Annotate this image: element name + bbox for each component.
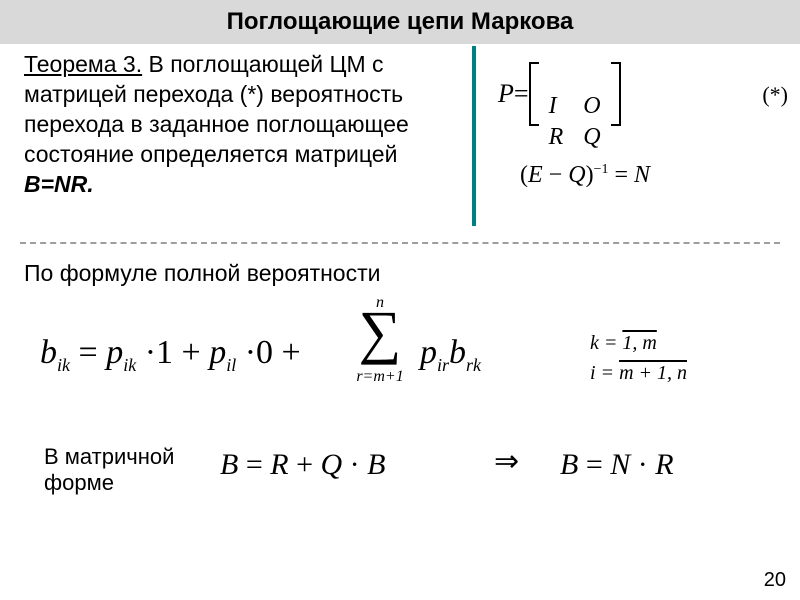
- equation-star: (*): [762, 82, 788, 108]
- horizontal-dashed-divider: [20, 242, 780, 244]
- inverse-equation: (E − Q)−1 = N: [520, 162, 650, 189]
- R2: R: [655, 448, 673, 481]
- zero: 0: [256, 334, 273, 371]
- right-equations: P = I O R Q (*) (E − Q)−1 = N: [490, 52, 790, 232]
- matrix-cells: I O R Q: [543, 89, 607, 155]
- theorem-label: Теорема 3.: [24, 51, 142, 77]
- sym-b: b: [40, 334, 57, 371]
- vertical-divider: [472, 46, 476, 226]
- bracket-left-icon: [529, 62, 539, 126]
- i-ov: m + 1, n: [619, 362, 687, 384]
- dot3: ·: [342, 448, 367, 481]
- formula-tail: pirbrk: [420, 334, 481, 376]
- sub-ik2: ik: [123, 355, 136, 375]
- main-formula: bik = pik ·1 + pil ·0 + n ∑ r=m+1 pirbrk: [40, 294, 580, 404]
- B1b: B: [367, 448, 385, 481]
- full-probability-label: По формуле полной вероятности: [24, 260, 380, 287]
- dot2: ·: [245, 334, 256, 371]
- p-symbol: P: [498, 79, 514, 109]
- sub-ir: ir: [437, 355, 449, 375]
- k-range: k = 1, m: [590, 328, 790, 358]
- index-ranges: k = 1, m i = m + 1, n: [590, 328, 790, 388]
- eq: =: [70, 334, 106, 371]
- sym-E: E: [528, 162, 543, 188]
- mat-cell-I: I: [549, 93, 564, 120]
- sym-p2: p: [209, 334, 226, 371]
- theorem-result: B=NR.: [24, 171, 94, 197]
- eq2: =: [578, 448, 610, 481]
- page-number: 20: [764, 569, 786, 592]
- sigma-bottom: r=m+1: [336, 368, 424, 386]
- one: 1: [156, 334, 173, 371]
- slide-title-bar: Поглощающие цепи Маркова: [0, 0, 800, 44]
- plus3: +: [289, 448, 321, 481]
- rparen: ): [586, 162, 594, 188]
- R1: R: [270, 448, 288, 481]
- formula-main: bik = pik ·1 + pil ·0 +: [40, 334, 301, 376]
- dot4: ·: [630, 448, 655, 481]
- dot1: ·: [145, 334, 156, 371]
- B2: B: [560, 448, 578, 481]
- k-ov: 1, m: [622, 332, 656, 354]
- i-pre: i =: [590, 362, 619, 384]
- mat-cell-R: R: [549, 124, 564, 151]
- mat-cell-O: O: [583, 93, 600, 120]
- implies-arrow-icon: ⇒: [494, 444, 519, 479]
- theorem-text: Теорема 3. В поглощающей ЦМ с матрицей п…: [24, 50, 464, 199]
- sym-b2: b: [449, 334, 466, 371]
- sym-p3: p: [420, 334, 437, 371]
- matrix-equation-1: B = R + Q · B: [220, 448, 386, 482]
- i-range: i = m + 1, n: [590, 358, 790, 388]
- Q1: Q: [321, 448, 343, 481]
- matrix-form-label: В матричной форме: [24, 444, 204, 496]
- sym-p1: p: [106, 334, 123, 371]
- matrix-equation-2: B = N · R: [560, 448, 674, 482]
- k-pre: k =: [590, 332, 622, 354]
- eq1: =: [238, 448, 270, 481]
- sym-N: N: [634, 162, 650, 188]
- minus: −: [543, 162, 569, 188]
- bracket-right-icon: [611, 62, 621, 126]
- p-matrix-equation: P = I O R Q: [498, 62, 621, 126]
- plus1: +: [173, 334, 209, 371]
- eq-sign: =: [514, 79, 529, 109]
- sub-il: il: [226, 355, 236, 375]
- sub-rk: rk: [466, 355, 481, 375]
- slide-content: Теорема 3. В поглощающей ЦМ с матрицей п…: [0, 44, 800, 600]
- sym-Q: Q: [568, 162, 585, 188]
- sigma-icon: ∑: [350, 302, 410, 362]
- sup-neg1: −1: [594, 162, 609, 177]
- mat-cell-Q: Q: [583, 124, 600, 151]
- plus2: +: [273, 334, 301, 371]
- N2: N: [610, 448, 630, 481]
- B1: B: [220, 448, 238, 481]
- matrix-bracket: I O R Q: [529, 62, 621, 126]
- sub-ik: ik: [57, 355, 70, 375]
- slide-title: Поглощающие цепи Маркова: [227, 8, 574, 36]
- eq-sign2: =: [608, 162, 634, 188]
- lparen: (: [520, 162, 528, 188]
